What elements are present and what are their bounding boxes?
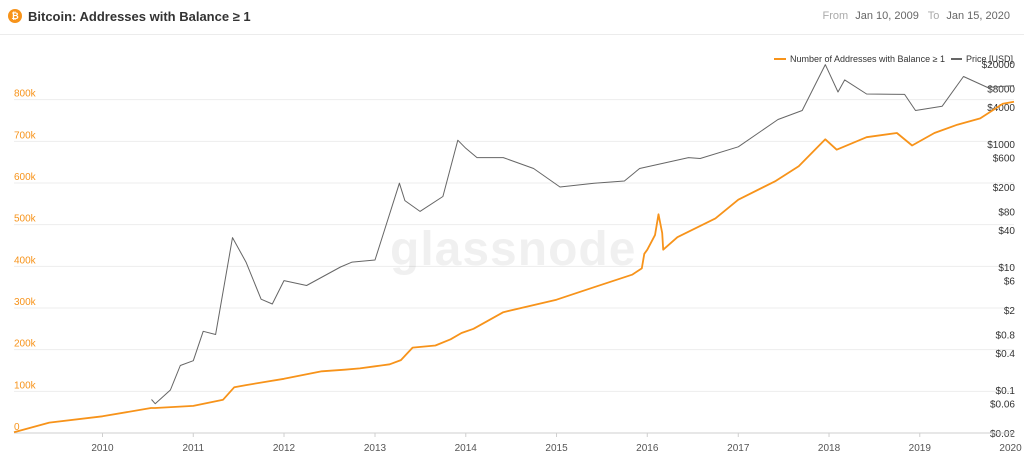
x-tick-label: 2019 [909,443,932,454]
y-right-tick-label: $10 [998,263,1015,274]
y-right-tick-label: $0.06 [990,400,1015,411]
from-label: From [822,10,849,22]
date-range[interactable]: From Jan 10, 2009 To Jan 15, 2020 [822,10,1016,22]
y-left-tick-label: 400k [14,255,37,266]
y-left-tick-label: 600k [14,172,37,183]
y-right-tick-label: $600 [993,154,1016,165]
y-right-tick-label: $8000 [987,84,1015,95]
x-tick-label: 2011 [183,443,205,454]
y-right-tick-label: $6 [1004,277,1016,288]
x-tick-label: 2013 [364,443,387,454]
y-left-tick-label: 0 [14,422,20,433]
y-right-tick-label: $200 [993,183,1016,194]
chart-area: 0 100k 200k 300k 400k 500k 600k 700k 800k $0.02 $0… [13,54,1022,454]
y-right-tick-label: $80 [998,207,1015,218]
y-right-tick-label: $2 [1004,306,1016,317]
to-date[interactable]: Jan 15, 2020 [946,10,1010,22]
y-left-tick-label: 500k [14,214,37,225]
y-right-tick-label: $0.02 [990,429,1015,440]
series-line-price [151,64,1015,405]
series-line-addresses [13,100,1015,434]
x-tick-label: 2014 [455,443,478,454]
x-tick-label: 2015 [545,443,568,454]
x-tick-label: 2018 [818,443,841,454]
y-right-tick-label: $4000 [987,103,1015,114]
bitcoin-icon: ₿ [8,9,22,23]
chart-title: Bitcoin: Addresses with Balance ≥ 1 [28,9,251,24]
y-right-tick-label: $1000 [987,140,1015,151]
y-right-tick-label: $0.1 [996,386,1016,397]
y-left-tick-label: 100k [14,380,37,391]
x-tick-label: 2012 [273,443,296,454]
y-right-tick-label: $0.8 [996,330,1016,341]
to-label: To [927,10,940,22]
y-left-tick-label: 300k [14,297,37,308]
x-tick-label: 2017 [727,443,750,454]
x-tick-label: 2020 [999,443,1022,454]
x-tick-label: 2010 [91,443,114,454]
from-date[interactable]: Jan 10, 2009 [855,10,919,22]
x-tick-label: 2016 [636,443,659,454]
y-left-tick-label: 200k [14,339,37,350]
y-right-tick-label: $20000 [982,60,1016,71]
chart-header: ₿ Bitcoin: Addresses with Balance ≥ 1 Fr… [0,0,1024,35]
y-right-tick-label: $40 [998,226,1015,237]
y-right-tick-label: $0.4 [996,349,1016,360]
y-left-tick-label: 700k [14,130,37,141]
legend-price-label: Price [USD] [966,54,1013,64]
watermark: glassnode [390,223,637,276]
y-left-tick-label: 800k [14,89,37,100]
legend-addresses-label: Number of Addresses with Balance ≥ 1 [790,54,945,64]
